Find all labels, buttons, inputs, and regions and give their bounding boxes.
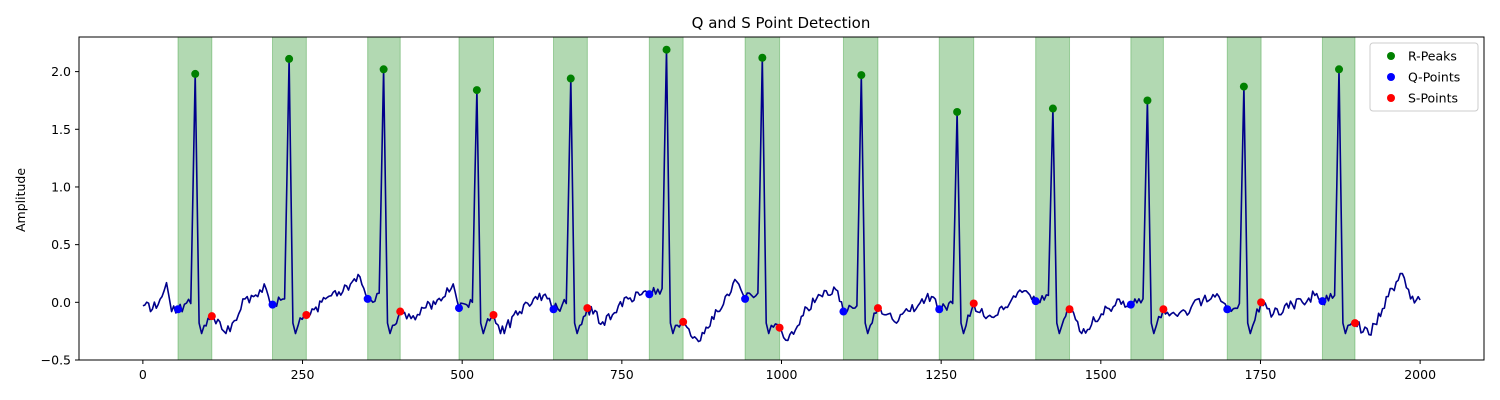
r-peak-marker	[566, 74, 575, 83]
legend-label: Q-Points	[1408, 70, 1460, 85]
y-tick-label: 1.0	[51, 179, 71, 194]
legend-marker	[1387, 94, 1395, 102]
r-peak-marker	[857, 71, 866, 80]
x-tick-label: 1750	[1245, 367, 1277, 382]
y-tick-label: 0.0	[51, 295, 71, 310]
s-point-marker	[1159, 305, 1168, 314]
qs-span	[1035, 36, 1071, 361]
y-tick-label: 1.5	[51, 122, 71, 137]
s-point-marker	[679, 317, 688, 326]
legend-label: R-Peaks	[1408, 49, 1457, 64]
x-tick-label: 0	[139, 367, 147, 382]
ecg-signal	[142, 48, 1421, 343]
s-point-marker	[1257, 298, 1266, 307]
q-point-marker	[645, 290, 654, 299]
s-point-marker	[396, 307, 405, 316]
q-point-marker	[454, 304, 463, 313]
q-point-marker	[1318, 297, 1327, 306]
q-point-marker	[268, 300, 277, 309]
legend-box	[1369, 42, 1479, 112]
s-point-marker	[1350, 319, 1359, 328]
y-tick-label: 0.5	[51, 237, 71, 252]
legend-marker	[1387, 73, 1395, 81]
x-tick-label: 2000	[1404, 367, 1436, 382]
x-tick-label: 250	[291, 367, 315, 382]
legend: R-Peaks Q-Points S-Points	[1369, 42, 1479, 112]
detected-points	[173, 45, 1359, 332]
r-peak-marker	[953, 107, 962, 116]
s-point-marker	[489, 311, 498, 320]
y-axis-label: Amplitude	[13, 168, 28, 232]
x-tick-label: 750	[610, 367, 634, 382]
chart-title: Q and S Point Detection	[692, 14, 871, 32]
s-point-marker	[873, 304, 882, 313]
q-point-marker	[173, 305, 182, 314]
s-point-marker	[775, 323, 784, 332]
q-point-marker	[839, 307, 848, 316]
x-tick-label: 1500	[1085, 367, 1117, 382]
q-point-marker	[1126, 300, 1135, 309]
r-peak-marker	[662, 45, 671, 54]
s-point-marker	[302, 311, 311, 320]
qs-span	[458, 36, 494, 361]
s-point-marker	[1065, 305, 1074, 314]
axes: 0 250 500 750 1000 1250 1500 1750 2000 −0.5 0.0 0.5…	[41, 36, 1485, 382]
legend-marker	[1387, 52, 1395, 60]
y-tick-label: −0.5	[41, 353, 71, 368]
ecg-line	[142, 48, 1421, 343]
r-peak-marker	[191, 69, 200, 78]
legend-label: S-Points	[1408, 91, 1458, 106]
s-point-marker	[969, 299, 978, 308]
q-point-marker	[741, 294, 750, 303]
qs-span	[1130, 36, 1164, 361]
q-point-marker	[363, 294, 372, 303]
r-peak-marker	[1239, 82, 1248, 91]
y-tick-label: 2.0	[51, 64, 71, 79]
q-point-marker	[1031, 297, 1040, 306]
s-point-marker	[207, 312, 216, 321]
q-point-marker	[935, 305, 944, 314]
q-point-marker	[1223, 305, 1232, 314]
x-tick-label: 500	[450, 367, 474, 382]
x-tick-label: 1000	[766, 367, 798, 382]
r-peak-marker	[1048, 104, 1057, 113]
r-peak-marker	[379, 65, 388, 74]
s-point-marker	[583, 304, 592, 313]
r-peak-marker	[1143, 96, 1152, 105]
r-peak-marker	[285, 54, 294, 63]
qs-span	[938, 36, 975, 361]
r-peak-marker	[1335, 65, 1344, 74]
x-tick-label: 1250	[925, 367, 957, 382]
q-point-marker	[549, 305, 558, 314]
r-peak-marker	[758, 53, 767, 62]
r-peak-marker	[472, 86, 481, 95]
